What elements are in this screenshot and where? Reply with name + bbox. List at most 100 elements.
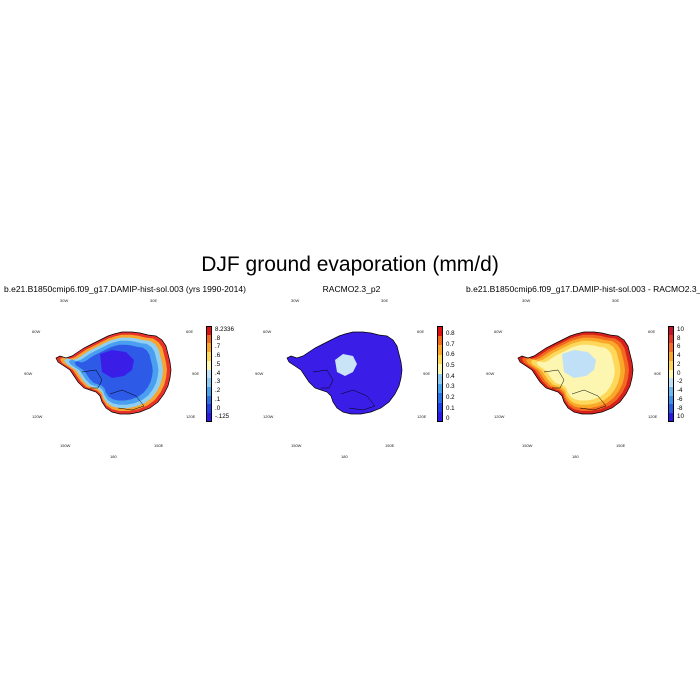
colorbar-label: .7 [215,343,221,351]
colorbar-segment [668,387,674,396]
colorbar-label: 4 [677,352,681,360]
colorbar-segment [437,345,443,355]
colorbar-segment [206,326,212,335]
longitude-label: 180 [341,454,348,459]
grounding-line [340,389,376,411]
colorbar-label: .6 [215,352,221,360]
colorbar-label: 2 [677,360,681,368]
longitude-label: 150W [60,443,71,448]
colorbar-segment [437,393,443,403]
colorbar-label: 0.3 [446,383,455,391]
colorbar-label: .5 [215,360,221,368]
colorbar-segment [437,373,443,384]
longitude-label: 30E [150,298,158,303]
colorbar-segment [668,378,674,388]
colorbar-label: 0.8 [446,330,455,337]
colorbar-segment [668,369,674,379]
colorbar-segment [206,343,212,353]
longitude-label: 60W [263,329,272,334]
longitude-label: 120W [263,414,274,419]
longitude-label: 150E [616,443,626,448]
colorbar-label: 8 [677,334,681,342]
colorbar-label: .0 [215,404,221,412]
field-core [100,350,134,378]
colorbar-segment [437,402,443,413]
longitude-label: 180 [572,454,579,459]
longitude-label: 60E [186,329,194,334]
longitude-label: 60E [648,329,656,334]
colorbar-label: 0.7 [446,340,455,348]
colorbar [206,326,212,422]
colorbar-segment [437,364,443,374]
coastline [286,331,403,415]
colorbar-label: .3 [215,378,221,386]
longitude-label: 150E [385,443,395,448]
longitude-label: 90W [24,371,33,376]
colorbar-segment [668,413,674,422]
colorbar-label: -2 [677,378,683,386]
longitude-label: 90E [192,371,200,376]
antarctica-map [55,331,172,415]
grounding-line [109,389,145,411]
colorbar-segment [668,334,674,344]
colorbar-segment [437,335,443,346]
colorbar-label: 10 [677,413,684,421]
colorbar-segment [668,404,674,414]
colorbar-label: 0.2 [446,394,455,401]
colorbar-label: 0.1 [446,404,455,412]
grounding-line [312,369,334,389]
panel-title: b.e21.B1850cmip6.f09_g17.DAMIP-hist-sol.… [466,284,700,294]
longitude-label: 120W [494,414,505,419]
colorbar-segment [668,352,674,361]
coastline [517,331,634,415]
colorbar-label: 0 [446,415,450,423]
colorbar-label: 0 [677,369,681,377]
colorbar-label: .2 [215,387,221,395]
colorbar-label: 0.6 [446,351,455,359]
colorbar-segment [668,360,674,370]
colorbar-label: 0.5 [446,362,455,369]
antarctica-map [286,331,403,415]
grounding-line [571,389,607,411]
colorbar [437,326,443,422]
longitude-label: 60W [494,329,503,334]
grounding-line [543,369,565,389]
colorbar-segment [206,387,212,396]
colorbar-label: -6 [677,395,683,403]
colorbar-label: .8 [215,334,221,342]
colorbar-segment [206,404,212,414]
field-core [562,350,596,378]
colorbar [668,326,674,422]
longitude-label: 60W [32,329,41,334]
longitude-label: 30W [522,298,531,303]
colorbar-label: -4 [677,387,683,395]
colorbar-segment [206,369,212,379]
figure-title: DJF ground evaporation (mm/d) [201,253,499,276]
longitude-label: 120E [186,414,196,419]
longitude-label: 120W [32,414,43,419]
colorbar-label: -8 [677,404,683,412]
colorbar-label: 0.4 [446,372,455,380]
colorbar-segment [206,360,212,370]
colorbar-label: .1 [215,395,221,403]
panel-title: RACMO2.3_p2 [322,284,381,294]
panel-title: b.e21.B1850cmip6.f09_g17.DAMIP-hist-sol.… [4,284,246,294]
longitude-label: 120E [417,414,427,419]
longitude-label: 60E [417,329,425,334]
colorbar-segment [437,383,443,394]
longitude-label: 30E [612,298,620,303]
grounding-line [81,369,103,389]
antarctica-map [517,331,634,415]
colorbar-segment [206,334,212,344]
longitude-label: 30W [291,298,300,303]
colorbar-segment [206,378,212,388]
longitude-label: 150W [522,443,533,448]
map-panel-racmo: RACMO2.3_p2 30W 30E 60W 60E 90W 90E 120W 120E 15… [235,284,468,459]
colorbar-label: 8.2336 [215,326,234,333]
longitude-label: 90E [654,371,662,376]
colorbar-segment [206,352,212,361]
colorbar-segment [668,395,674,405]
map-panel-model: b.e21.B1850cmip6.f09_g17.DAMIP-hist-sol.… [4,284,246,459]
longitude-label: 180 [110,454,117,459]
colorbar-label: 10 [677,326,684,333]
